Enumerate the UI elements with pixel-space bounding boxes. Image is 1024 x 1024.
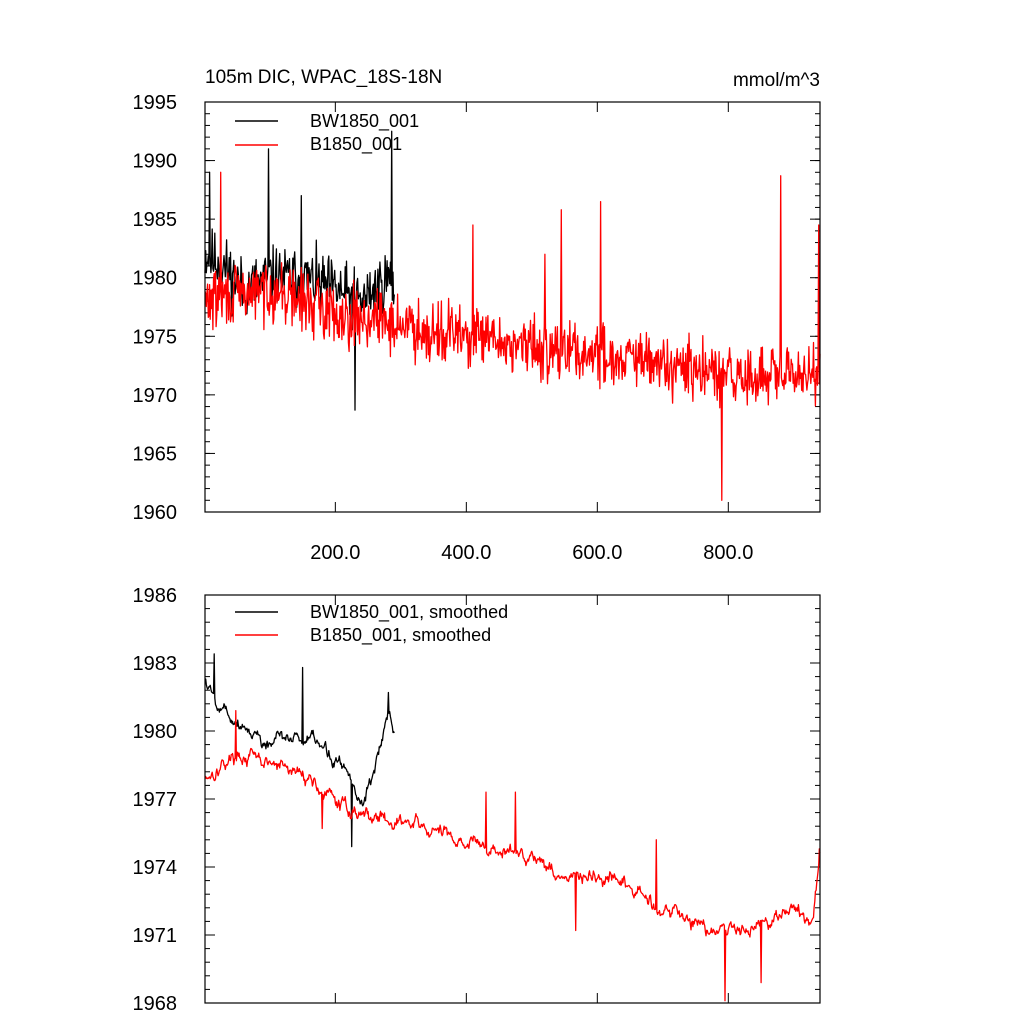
bottom-panel-series — [204, 653, 821, 1002]
top-y-tick-label: 1980 — [133, 268, 178, 290]
top-y-tick-label: 1985 — [133, 209, 178, 231]
legend-label-b1850-smoothed: B1850_001, smoothed — [310, 625, 491, 646]
bottom-panel: 1968 1971 1974 1977 1980 1983 1986 BW1850_001,… — [133, 585, 821, 1015]
top-y-tick-label: 1960 — [133, 502, 178, 524]
top-y-tick-label: 1990 — [133, 151, 178, 173]
top-y-tick-label: 1995 — [133, 92, 178, 114]
top-x-tick-label: 200.0 — [310, 542, 360, 564]
top-y-tick-label: 1965 — [133, 443, 178, 465]
top-y-tick-label: 1970 — [133, 385, 178, 407]
bottom-y-tick-label: 1983 — [133, 653, 178, 675]
bottom-y-tick-label: 1971 — [133, 925, 178, 947]
bottom-y-tick-label: 1974 — [133, 857, 178, 879]
top-panel-units: mmol/m^3 — [733, 70, 820, 91]
top-panel: 105m DIC, WPAC_18S-18N mmol/m^3 1960 1965… — [133, 67, 821, 564]
legend-label-bw1850-smoothed: BW1850_001, smoothed — [310, 602, 508, 623]
top-panel-title: 105m DIC, WPAC_18S-18N — [205, 67, 442, 88]
top-panel-legend: BW1850_001 B1850_001 — [235, 111, 419, 155]
bottom-panel-legend: BW1850_001, smoothed B1850_001, smoothed — [235, 602, 508, 646]
top-series-line-bw1850 — [204, 130, 395, 411]
bottom-y-tick-label: 1980 — [133, 721, 178, 743]
top-x-tick-label: 400.0 — [441, 542, 491, 564]
top-x-tick-label: 800.0 — [703, 542, 753, 564]
top-panel-frame — [204, 101, 821, 513]
bottom-y-tick-label: 1968 — [133, 993, 178, 1015]
bottom-y-tick-label: 1986 — [133, 585, 178, 607]
top-series-line-b1850 — [204, 171, 821, 501]
top-panel-series — [204, 130, 821, 501]
legend-label-bw1850: BW1850_001 — [310, 111, 419, 132]
top-y-tick-label: 1975 — [133, 326, 178, 348]
bottom-series-line-b1850 — [204, 709, 821, 1002]
legend-label-b1850: B1850_001 — [310, 134, 402, 155]
bottom-series-line-bw1850 — [204, 653, 395, 848]
bottom-y-tick-label: 1977 — [133, 789, 178, 811]
bottom-panel-ticks: 1968 1971 1974 1977 1980 1983 1986 — [133, 585, 820, 1015]
bottom-panel-frame — [204, 594, 821, 1004]
top-x-tick-label: 600.0 — [572, 542, 622, 564]
top-panel-ticks: 1960 1965 1970 1975 1980 1985 1990 1995 200.0 400… — [133, 92, 820, 564]
